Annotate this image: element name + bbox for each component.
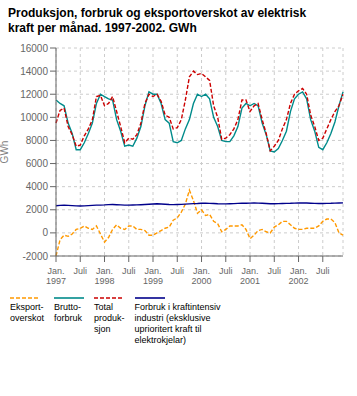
html-text:sjon: sjon xyxy=(94,324,111,334)
svg-text:Juli: Juli xyxy=(122,266,136,276)
svg-text:12000: 12000 xyxy=(20,89,48,100)
svg-text:8000: 8000 xyxy=(26,135,49,146)
svg-text:Jan.2002: Jan.2002 xyxy=(289,266,309,286)
html-text:uprioritert kraft til: uprioritert kraft til xyxy=(134,324,202,334)
svg-text:10000: 10000 xyxy=(20,112,48,123)
svg-text:0: 0 xyxy=(42,227,48,238)
svg-text:Jan.2000: Jan.2000 xyxy=(192,266,212,286)
svg-text:Juli: Juli xyxy=(171,266,185,276)
svg-text:2000: 2000 xyxy=(26,204,49,215)
html-text:kraft per månad. 1997-2002. GW: kraft per månad. 1997-2002. GWh xyxy=(8,21,197,35)
svg-text:Juli: Juli xyxy=(316,266,330,276)
svg-text:6000: 6000 xyxy=(26,158,49,169)
svg-text:Juli: Juli xyxy=(73,266,87,276)
svg-text:Jan.1998: Jan.1998 xyxy=(94,266,114,286)
svg-text:16000: 16000 xyxy=(20,43,48,54)
svg-text:-2000: -2000 xyxy=(22,251,48,262)
html-text:Eksport-: Eksport- xyxy=(10,302,44,312)
html-text:Forbruk i kraftintensiv: Forbruk i kraftintensiv xyxy=(134,302,221,312)
html-text:Total: Total xyxy=(94,302,113,312)
svg-text:Jan.2001: Jan.2001 xyxy=(240,266,260,286)
html-text:forbruk: forbruk xyxy=(54,313,82,323)
svg-text:Jan.1997: Jan.1997 xyxy=(46,266,66,286)
html-text:Produksjon, forbruk og eksport: Produksjon, forbruk og eksportoverskot a… xyxy=(8,6,307,20)
svg-text:GWh: GWh xyxy=(8,141,10,164)
html-text:overskot: overskot xyxy=(10,313,44,323)
svg-text:Jan.1999: Jan.1999 xyxy=(143,266,163,286)
svg-text:4000: 4000 xyxy=(26,181,49,192)
html-text:elektrokjelar): elektrokjelar) xyxy=(134,335,187,345)
html-text:Brutto-: Brutto- xyxy=(54,302,81,312)
svg-text:Juli: Juli xyxy=(219,266,233,276)
svg-text:Juli: Juli xyxy=(268,266,282,276)
svg-text:14000: 14000 xyxy=(20,66,48,77)
html-text:industri (eksklusive: industri (eksklusive xyxy=(134,313,211,323)
html-text:produk-: produk- xyxy=(94,313,125,323)
